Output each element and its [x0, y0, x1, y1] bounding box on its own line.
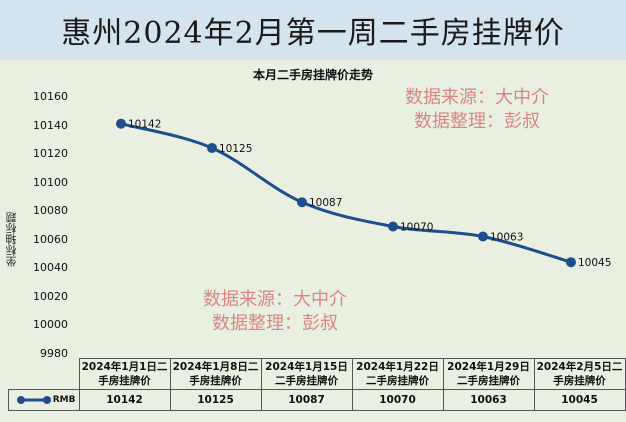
y-tick-label: 10060	[33, 232, 68, 246]
table-cell: 10142	[78, 389, 171, 411]
page-title: 惠州2024年2月第一周二手房挂牌价	[61, 16, 565, 51]
data-table: 2024年1月1日二 手房挂牌价 2024年1月8日二 手房挂牌价 2024年1月1…	[8, 358, 626, 411]
table-corner	[8, 358, 80, 390]
y-tick-label: 10100	[33, 175, 68, 189]
data-label: 10087	[309, 197, 342, 209]
y-tick-label: 9980	[40, 347, 68, 360]
header-line: 手房挂牌价	[189, 375, 242, 387]
header-line: 2024年1月1日二	[81, 361, 168, 373]
table-cell: 10063	[442, 389, 535, 411]
watermark-editor: 数据整理：彭叔	[414, 111, 540, 132]
data-label: 10125	[219, 143, 252, 155]
y-tick-label: 10120	[33, 147, 68, 161]
data-label: 10070	[400, 222, 433, 234]
header-line: 手房挂牌价	[98, 375, 151, 387]
title-band: 惠州2024年2月第一周二手房挂牌价	[0, 0, 626, 60]
header-line: 二手房挂牌价	[457, 375, 520, 387]
header-line: 2024年1月15日	[265, 361, 348, 373]
header-line: 二手房挂牌价	[275, 375, 338, 387]
chart-title: 本月二手房挂牌价走势	[252, 68, 373, 82]
data-label: 10063	[490, 231, 523, 243]
data-point-marker	[207, 142, 217, 153]
watermark-top: 数据来源：大中介 数据整理：彭叔	[372, 86, 582, 134]
header-line: 2024年1月22日	[356, 361, 439, 373]
header-line: 2024年1月8日二	[172, 361, 259, 373]
table-cell: 10087	[260, 389, 353, 411]
y-tick-label: 10080	[33, 204, 68, 218]
watermark-bottom: 数据来源：大中介 数据整理：彭叔	[180, 288, 370, 336]
table-row: RMB 10142 10125 10087 10070 10063 10045	[8, 389, 626, 411]
header-line: 2024年2月5日二	[536, 361, 623, 373]
table-header-row: 2024年1月1日二 手房挂牌价 2024年1月8日二 手房挂牌价 2024年1月1…	[8, 358, 626, 390]
y-tick-label: 10160	[33, 90, 68, 103]
series-line	[120, 122, 572, 264]
data-point-marker	[478, 231, 488, 242]
legend-cell: RMB	[8, 389, 80, 411]
table-header-cell: 2024年1月15日 二手房挂牌价	[260, 358, 353, 390]
table-header-cell: 2024年2月5日二 手房挂牌价	[533, 358, 626, 390]
legend-label: RMB	[52, 395, 76, 405]
data-point-marker	[566, 257, 576, 268]
header-line: 手房挂牌价	[553, 375, 606, 387]
watermark-source: 数据来源：大中介	[203, 289, 347, 310]
data-label: 10045	[578, 257, 611, 269]
y-tick-label: 10020	[33, 289, 68, 303]
header-line: 2024年1月29日	[447, 361, 530, 373]
table-header-cell: 2024年1月1日二 手房挂牌价	[78, 358, 171, 390]
table-cell: 10045	[533, 389, 626, 411]
table-header-cell: 2024年1月22日 二手房挂牌价	[351, 358, 444, 390]
table-cell: 10125	[169, 389, 262, 411]
series-line-marker-icon	[16, 396, 51, 404]
y-tick-label: 10040	[33, 261, 68, 275]
data-point-marker	[388, 221, 398, 232]
y-tick-label: 10000	[33, 318, 68, 332]
table-header-cell: 2024年1月29日 二手房挂牌价	[442, 358, 535, 390]
table-cell: 10070	[351, 389, 444, 411]
watermark-editor: 数据整理：彭叔	[212, 313, 338, 334]
data-point-marker	[297, 197, 307, 208]
legend-key: RMB	[9, 395, 79, 405]
table-header-cell: 2024年1月8日二 手房挂牌价	[169, 358, 262, 390]
data-point-marker	[116, 118, 126, 129]
y-tick-label: 10140	[33, 118, 68, 132]
data-label: 10142	[128, 119, 161, 131]
watermark-source: 数据来源：大中介	[405, 87, 549, 108]
header-line: 二手房挂牌价	[366, 375, 429, 387]
